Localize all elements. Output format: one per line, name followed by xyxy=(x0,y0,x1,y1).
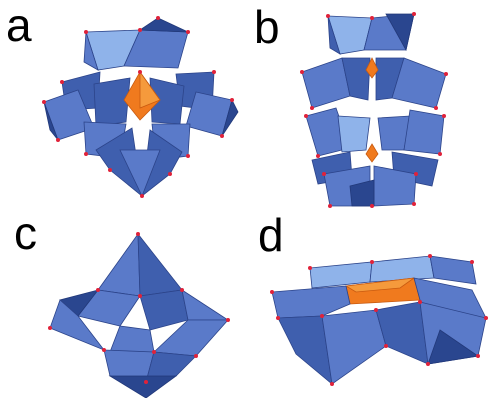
d-vertex xyxy=(484,316,488,320)
b-upper-belt-left xyxy=(301,57,351,109)
b-vertex xyxy=(300,70,304,74)
panel-label-a: a xyxy=(6,0,32,51)
b-vertex xyxy=(370,204,374,208)
b-vertex xyxy=(322,172,326,176)
b-vertex xyxy=(412,202,416,206)
a-bottom-centre xyxy=(119,149,161,198)
d-vertex xyxy=(370,260,374,264)
a-vertex xyxy=(186,30,190,34)
a-vertex xyxy=(138,70,142,74)
panel-a-cluster xyxy=(42,16,239,198)
b-vertex xyxy=(310,106,314,110)
c-right-octahedron xyxy=(181,289,230,321)
b-vertex xyxy=(434,106,438,110)
a-vertex xyxy=(230,98,234,102)
b-vertex xyxy=(370,16,374,20)
a-top-right-octahedron-dark xyxy=(138,17,189,33)
c-vertex xyxy=(96,288,100,292)
d-vertex xyxy=(476,354,480,358)
a-vertex xyxy=(186,154,190,158)
d-vertex xyxy=(374,308,378,312)
d-vertex xyxy=(384,344,388,348)
b-top-cap-left-dark xyxy=(327,15,341,55)
d-vertex xyxy=(470,260,474,264)
d-vertex xyxy=(418,300,422,304)
a-centre-left-octahedron xyxy=(93,77,131,127)
d-left-wing xyxy=(271,285,351,319)
panel-b-cluster xyxy=(300,12,448,208)
c-vertex xyxy=(48,326,52,330)
a-vertex xyxy=(156,16,160,20)
a-vertex xyxy=(220,134,224,138)
c-vertex xyxy=(180,288,184,292)
b-vertex xyxy=(304,114,308,118)
a-vertex xyxy=(42,100,46,104)
c-top-left-face xyxy=(97,232,141,297)
a-vertex xyxy=(168,172,172,176)
b-vertex xyxy=(326,14,330,18)
panel-c-cluster xyxy=(48,232,230,398)
b-vertex xyxy=(414,172,418,176)
c-bottom xyxy=(108,375,178,398)
b-top-cap-dark xyxy=(385,13,415,52)
a-vertex xyxy=(138,28,142,32)
c-upper-right-octahedron xyxy=(139,289,189,331)
panel-label-b: b xyxy=(254,1,280,53)
c-vertex xyxy=(226,318,230,322)
d-back-right xyxy=(369,255,435,283)
panel-label-c: c xyxy=(14,207,37,259)
a-vertex xyxy=(212,70,216,74)
a-vertex xyxy=(108,168,112,172)
d-vertex xyxy=(308,266,312,270)
a-vertex xyxy=(56,138,60,142)
b-lower-tetrahedron xyxy=(365,143,379,163)
d-front-centre-left xyxy=(321,309,387,385)
c-vertex xyxy=(144,380,148,384)
a-vertex xyxy=(84,152,88,156)
a-right-octahedron-dark xyxy=(221,98,239,137)
a-top-left-octahedron-side xyxy=(83,31,99,71)
d-vertex xyxy=(428,254,432,258)
a-vertex xyxy=(60,80,64,84)
d-vertex xyxy=(426,362,430,366)
a-vertex xyxy=(84,30,88,34)
b-vertex xyxy=(442,114,446,118)
b-vertex xyxy=(316,154,320,158)
c-vertex xyxy=(138,294,142,298)
d-front-centre xyxy=(375,301,429,365)
panel-label-d: d xyxy=(258,209,284,261)
d-central-tetrahedron-light xyxy=(344,277,415,293)
c-top-right-face xyxy=(137,232,183,297)
b-middle-right xyxy=(403,109,445,155)
b-middle-light xyxy=(337,115,371,153)
c-centre-octahedron xyxy=(109,325,155,353)
b-vertex xyxy=(444,72,448,76)
a-vertex xyxy=(140,194,144,198)
c-vertex xyxy=(194,354,198,358)
b-vertex xyxy=(412,12,416,16)
b-upper-tetrahedron xyxy=(365,57,379,79)
a-left-octahedron-dark xyxy=(43,101,59,141)
d-vertex xyxy=(270,290,274,294)
d-vertex xyxy=(276,316,280,320)
c-vertex xyxy=(102,348,106,352)
panel-d-cluster xyxy=(270,254,488,386)
b-vertex xyxy=(328,204,332,208)
c-vertex xyxy=(136,232,140,236)
a-central-tetrahedron-light xyxy=(139,70,161,109)
d-vertex xyxy=(330,382,334,386)
d-back-far-right xyxy=(429,255,477,285)
d-vertex xyxy=(320,314,324,318)
c-vertex xyxy=(152,350,156,354)
b-upper-belt-centre-left xyxy=(341,57,371,101)
d-front-right-dark xyxy=(427,329,480,365)
b-vertex xyxy=(438,152,442,156)
